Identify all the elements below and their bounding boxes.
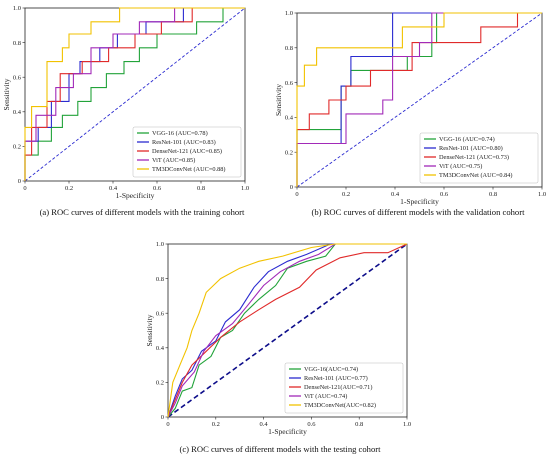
- legend-entry: TM3DConvNet (AUC=0.84): [439, 172, 513, 179]
- legend-entry: ViT (AUC=0.74): [304, 393, 347, 400]
- y-tick-label: 0: [161, 414, 164, 421]
- roc-curve-series-1: [167, 243, 407, 418]
- roc-curve-series-2: [167, 243, 408, 418]
- y-tick-label: 0.2: [285, 149, 293, 156]
- y-tick-label: 0.4: [285, 115, 294, 122]
- x-tick-label: 0.6: [440, 191, 449, 198]
- x-tick-label: 0.6: [153, 185, 162, 192]
- roc-curve-series-3: [296, 12, 542, 187]
- y-tick-label: 0.2: [13, 144, 21, 151]
- y-tick-label: 0.8: [13, 40, 21, 47]
- roc-curve-series-4: [24, 7, 245, 181]
- legend-entry: ResNet-101 (AUC=0.80): [439, 145, 503, 152]
- y-tick-label: 1.0: [285, 10, 293, 17]
- y-tick-label: 0.6: [285, 80, 294, 87]
- roc-curve-series-3: [167, 243, 407, 418]
- y-tick-label: 0.4: [13, 109, 22, 116]
- x-tick-label: 0.8: [355, 421, 363, 428]
- y-tick-label: 0.2: [156, 380, 164, 387]
- y-tick-label: 0.4: [156, 345, 165, 352]
- legend-entry: TM3DConvNet (AUC=0.88): [152, 166, 226, 173]
- y-axis-label: Sensitivity: [274, 84, 283, 116]
- legend-entry: DenseNet-121 (AUC=0.73): [439, 154, 509, 161]
- y-tick-label: 1.0: [156, 241, 164, 248]
- panel-caption: (b) ROC curves of different models with …: [312, 207, 526, 217]
- x-tick-label: 0.4: [260, 421, 269, 428]
- legend-entry: VGG-16 (AUC=0.74): [439, 136, 495, 143]
- roc-curve-series-0: [24, 7, 245, 181]
- y-tick-label: 0.8: [156, 276, 164, 283]
- y-tick-label: 0: [18, 178, 21, 185]
- roc-panel-1: 0 0.2 0.4 0.6 0.8 1.0 0 0.2 0.4 0.6 0.8 1.0 1-Specif…: [274, 10, 546, 217]
- roc-curve-series-2: [296, 12, 542, 187]
- legend-box: [132, 126, 242, 178]
- legend-entry: ResNet-101 (AUC=0.83): [152, 139, 216, 146]
- y-tick-label: 0.8: [285, 45, 293, 52]
- legend-box: [284, 362, 404, 414]
- x-tick-label: 0.2: [65, 185, 73, 192]
- x-tick-label: 0.8: [197, 185, 205, 192]
- x-tick-label: 1.0: [241, 185, 249, 192]
- roc-curve-series-0: [167, 243, 407, 418]
- legend-entry: DenseNet-121(AUC=0.71): [304, 384, 372, 391]
- chance-diagonal-line: [167, 243, 408, 418]
- roc-panel-0: 0 0.2 0.4 0.6 0.8 1.0 0 0.2 0.4 0.6 0.8 1.0 1-Specif…: [2, 5, 249, 217]
- x-tick-label: 0: [166, 421, 169, 428]
- y-tick-label: 0.6: [156, 310, 165, 317]
- legend-entry: ViT (AUC=0.75): [439, 163, 482, 170]
- legend-entry: ResNet-101 (AUC=0.77): [304, 375, 368, 382]
- x-tick-label: 0.2: [342, 191, 350, 198]
- legend-entry: VGG-16(AUC=0.74): [304, 366, 358, 373]
- x-tick-label: 1.0: [538, 191, 546, 198]
- legend-entry: DenseNet-121 (AUC=0.85): [152, 148, 222, 155]
- roc-curve-series-4: [167, 243, 407, 418]
- roc-curve-series-4: [296, 12, 542, 187]
- x-tick-label: 0.4: [109, 185, 118, 192]
- roc-curve-series-3: [24, 7, 245, 181]
- y-tick-label: 0: [290, 184, 293, 191]
- panel-caption: (a) ROC curves of different models with …: [40, 207, 245, 217]
- x-tick-label: 1.0: [403, 421, 411, 428]
- legend-entry: VGG-16 (AUC=0.78): [152, 130, 208, 137]
- x-tick-label: 0: [295, 191, 298, 198]
- x-tick-label: 0.2: [212, 421, 220, 428]
- panel-caption: (c) ROC curves of different models with …: [179, 444, 381, 454]
- x-tick-label: 0.4: [391, 191, 400, 198]
- x-axis-label: 1-Specificity: [116, 191, 155, 200]
- y-axis-label: Sensitivity: [2, 78, 11, 110]
- x-axis-label: 1-Specificity: [268, 427, 307, 436]
- chance-diagonal-line: [296, 12, 543, 188]
- x-axis-label: 1-Specificity: [400, 197, 439, 206]
- x-tick-label: 0.6: [307, 421, 316, 428]
- y-axis-label: Sensitivity: [145, 314, 154, 346]
- chance-diagonal-line: [24, 7, 246, 182]
- y-tick-label: 0.6: [13, 74, 22, 81]
- legend-entry: ViT (AUC=0.85): [152, 157, 195, 164]
- x-tick-label: 0.8: [489, 191, 497, 198]
- plot-frame: [167, 243, 408, 418]
- y-tick-label: 1.0: [13, 5, 21, 12]
- legend-box: [419, 132, 539, 184]
- legend-entry: TM3DConvNet(AUC=0.82): [304, 402, 376, 409]
- x-tick-label: 0: [23, 185, 26, 192]
- roc-panel-2: 0 0.2 0.4 0.6 0.8 1.0 0 0.2 0.4 0.6 0.8 1.0 1-Specif…: [145, 241, 411, 454]
